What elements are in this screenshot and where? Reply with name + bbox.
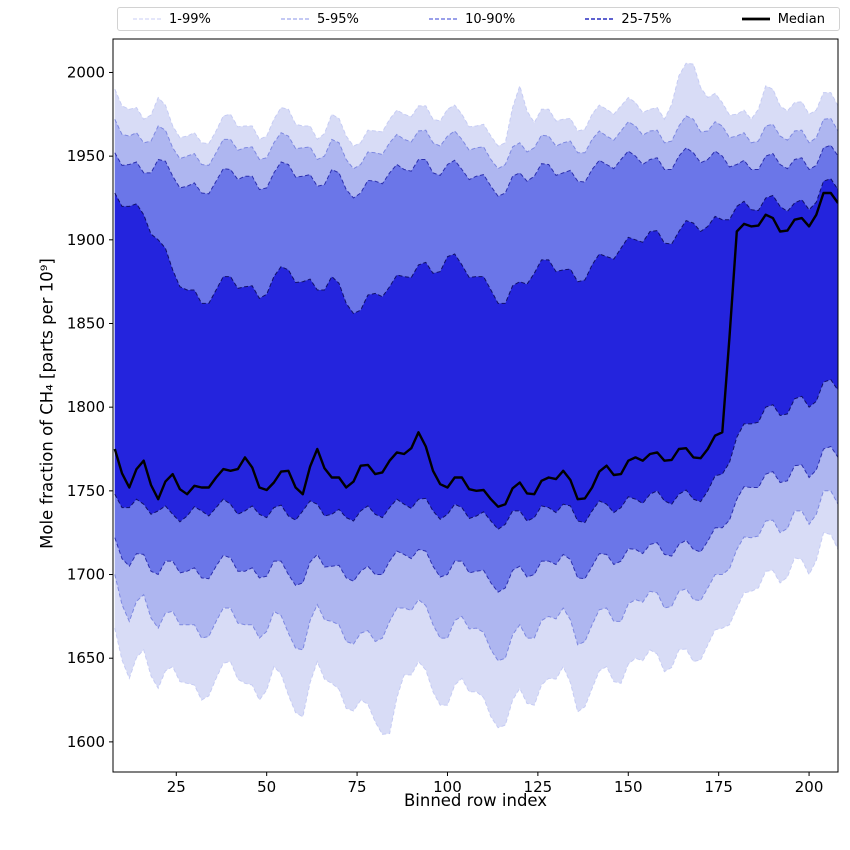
band-25-75% xyxy=(114,178,838,530)
x-tick-label: 75 xyxy=(348,778,367,796)
legend-line-sample-icon xyxy=(133,18,161,20)
band-edge-25-75% xyxy=(114,178,838,315)
y-tick-label: 1700 xyxy=(67,566,105,584)
band-edge-5-95% xyxy=(114,490,838,662)
band-edge-1-99% xyxy=(114,532,838,735)
y-tick-label: 1850 xyxy=(67,314,105,332)
y-axis-label: Mole fraction of CH₄ [parts per 10⁹] xyxy=(37,258,57,549)
band-edge-25-75% xyxy=(114,379,838,530)
band-edge-1-99% xyxy=(114,62,838,147)
legend-label: 25-75% xyxy=(621,11,672,27)
x-tick-label: 125 xyxy=(524,778,553,796)
band-edge-10-90% xyxy=(114,445,838,593)
legend-item-5-95-: 5-95% xyxy=(280,12,359,27)
x-tick-label: 50 xyxy=(257,778,276,796)
y-tick-label: 1650 xyxy=(67,649,105,667)
x-tick-label: 150 xyxy=(614,778,643,796)
legend-label: 10-90% xyxy=(465,11,516,27)
band-edge-10-90% xyxy=(114,144,838,199)
legend-line-sample-icon xyxy=(741,17,770,21)
axes-frame xyxy=(112,38,839,773)
x-tick-label: 100 xyxy=(433,778,462,796)
y-tick-label: 1800 xyxy=(67,398,105,416)
band-edge-5-95% xyxy=(114,115,838,170)
x-tick-label: 200 xyxy=(795,778,824,796)
y-tick-label: 1750 xyxy=(67,482,105,500)
legend-item-25-75-: 25-75% xyxy=(584,11,672,27)
x-tick-label: 175 xyxy=(704,778,733,796)
y-tick-label: 2000 xyxy=(67,63,105,81)
legend-label: Median xyxy=(777,11,825,27)
legend-item-10-90-: 10-90% xyxy=(428,12,515,27)
y-tick-label: 1600 xyxy=(67,733,105,751)
legend-line-sample-icon xyxy=(585,18,614,20)
median-line xyxy=(113,191,838,508)
y-tick-label: 1900 xyxy=(67,231,105,249)
legend-label: 1-99% xyxy=(169,11,211,27)
legend: 1-99% 5-95% 10-90% 25-75% Median xyxy=(117,7,840,31)
legend-label: 5-95% xyxy=(317,11,359,27)
axis-ticks: 25 50 75 100 125 150 175 200 1600 1650 1700 1750 180… xyxy=(67,63,824,796)
x-axis-label: Binned row index xyxy=(403,791,548,810)
x-tick-label: 25 xyxy=(167,778,186,796)
legend-line-sample-icon xyxy=(429,18,458,20)
legend-line-sample-icon xyxy=(281,18,310,20)
legend-item-1-99-: 1-99% xyxy=(132,12,211,27)
legend-item-median: Median xyxy=(741,12,825,27)
plot-bands xyxy=(113,62,838,735)
y-tick-label: 1950 xyxy=(67,147,105,165)
